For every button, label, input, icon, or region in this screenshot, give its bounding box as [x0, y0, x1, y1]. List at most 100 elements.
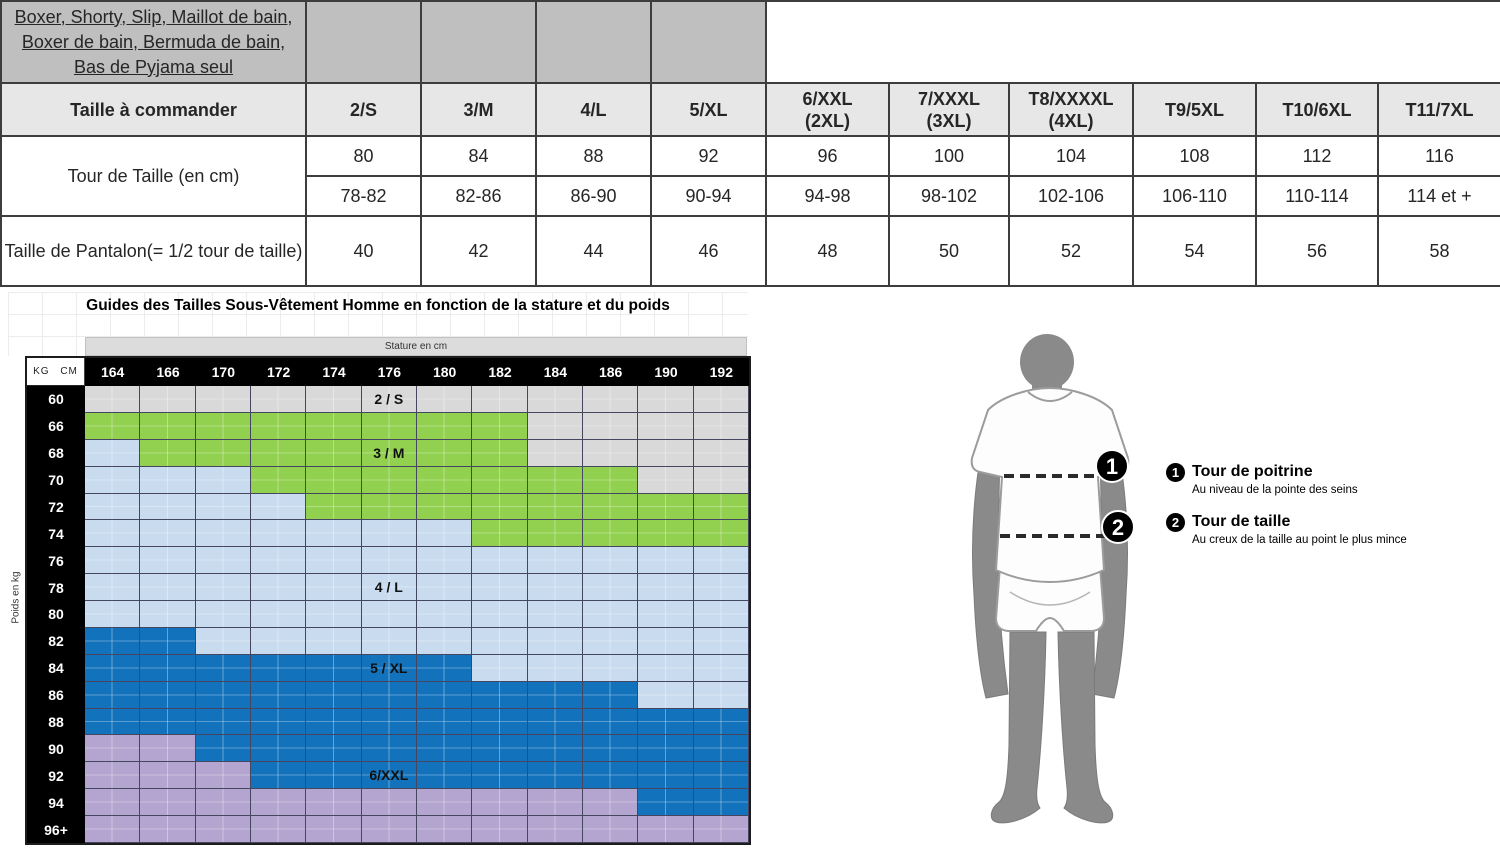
heatmap-cell [416, 466, 473, 494]
heatmap-cell [472, 520, 528, 548]
heatmap-cell [85, 493, 141, 521]
heatmap-cell [195, 708, 251, 736]
header-gray-cell [305, 0, 422, 84]
heatmap-cell [527, 601, 583, 628]
weight-row-label: 88 [27, 708, 85, 736]
heatmap-cell [582, 493, 639, 521]
heatmap-cell [472, 547, 528, 575]
heatmap-cell [472, 466, 528, 494]
heatmap-cell [527, 386, 583, 413]
heatmap-cell [693, 439, 749, 467]
heatmap-cell: 2 / S [361, 386, 417, 413]
weight-row-label: 86 [27, 681, 85, 709]
legend-badge-2: 2 [1166, 513, 1185, 532]
heatmap-cell [416, 627, 473, 655]
heatmap-cell [582, 574, 639, 602]
heatmap-cell [85, 601, 141, 628]
stature-col-label: 184 [527, 358, 583, 386]
heatmap-cell [250, 654, 307, 682]
measurement-legend: 1 Tour de poitrine Au niveau de la point… [1166, 462, 1496, 562]
weight-row-label: 92 [27, 762, 85, 790]
size-line2: (2XL) [805, 110, 850, 131]
heatmap-cell [693, 412, 749, 440]
heatmap-cell [195, 789, 251, 817]
pants-value-cell: 58 [1376, 215, 1500, 287]
heatmap-cell [85, 735, 141, 763]
heatmap-cell [638, 735, 694, 763]
heatmap-cell: 5 / XL [361, 654, 417, 682]
heatmap-cell [582, 762, 639, 790]
pants-value-cell: 48 [765, 215, 890, 287]
heatmap-cell [195, 547, 251, 575]
heatmap-cell [582, 601, 639, 628]
heatmap-cell [85, 466, 141, 494]
heatmap-cell [582, 466, 639, 494]
pants-value-cell: 46 [650, 215, 767, 287]
pants-value-cell: 44 [535, 215, 652, 287]
heatmap-cell [416, 681, 473, 709]
heatmap-cell [250, 520, 307, 548]
stature-col-label: 190 [638, 358, 694, 386]
size-line1: T9/5XL [1164, 99, 1225, 120]
heatmap-cell [416, 412, 473, 440]
heatmap-cell [195, 601, 251, 628]
legend-badge-1: 1 [1166, 463, 1185, 482]
heatmap-cell [195, 816, 251, 843]
heatmap-cell [306, 466, 362, 494]
heatmap-cell [306, 816, 362, 843]
heatmap-cell [250, 735, 307, 763]
heatmap-cell [638, 439, 694, 467]
heatmap-cell [85, 708, 141, 736]
waist-range-cell: 106-110 [1132, 175, 1257, 217]
header-gray-cell [420, 0, 537, 84]
size-line1: T8/XXXXL [1028, 88, 1114, 109]
heatmap-cell [693, 627, 749, 655]
height-weight-chart: Guides des Tailles Sous-Vêtement Homme e… [8, 292, 751, 850]
heatmap-cell [250, 493, 307, 521]
heatmap-cell [195, 412, 251, 440]
heatmap-cell [693, 708, 749, 736]
heatmap-cell [472, 574, 528, 602]
heatmap-cell [140, 466, 196, 494]
heatmap-cell [85, 412, 141, 440]
pants-value-cell: 40 [305, 215, 422, 287]
heatmap-cell [582, 816, 639, 843]
heatmap-cell [140, 627, 196, 655]
legend-title-waist: Tour de taille [1192, 513, 1291, 530]
heatmap-cell [140, 520, 196, 548]
waist-value-cell: 116 [1376, 135, 1500, 177]
heatmap-cell [527, 466, 583, 494]
heatmap-cell [85, 520, 141, 548]
heatmap-cell [140, 789, 196, 817]
heatmap-cell [638, 681, 694, 709]
pants-value-cell: 42 [420, 215, 537, 287]
heatmap-cell [416, 493, 473, 521]
heatmap-cell [361, 681, 417, 709]
heatmap-cell [250, 627, 307, 655]
heatmap-cell [306, 574, 362, 602]
figure-shirt [970, 386, 1130, 584]
zone-size-label: 2 / S [374, 390, 404, 407]
heatmap-cell [306, 762, 362, 790]
heatmap-cell [472, 386, 528, 413]
heatmap-cell [472, 493, 528, 521]
heatmap-cell [361, 601, 417, 628]
heatmap-cell [306, 681, 362, 709]
heatmap-cell [306, 789, 362, 817]
heatmap-cell [638, 493, 694, 521]
waist-range-cell: 94-98 [765, 175, 890, 217]
figure-shorts [994, 565, 1106, 632]
heatmap-cell [306, 708, 362, 736]
weight-row-label: 76 [27, 547, 85, 575]
waist-range-cell: 102-106 [1008, 175, 1134, 217]
heatmap-cell [638, 654, 694, 682]
shorts-seam [1009, 591, 1091, 606]
legend-sub-waist: Au creux de la taille au point le plus m… [1192, 534, 1407, 546]
heatmap-cell [195, 386, 251, 413]
weight-row-label: 90 [27, 735, 85, 763]
heatmap-cell [582, 439, 639, 467]
heatmap-cell [250, 412, 307, 440]
heatmap-cell [140, 439, 196, 467]
stature-col-label: 176 [361, 358, 417, 386]
